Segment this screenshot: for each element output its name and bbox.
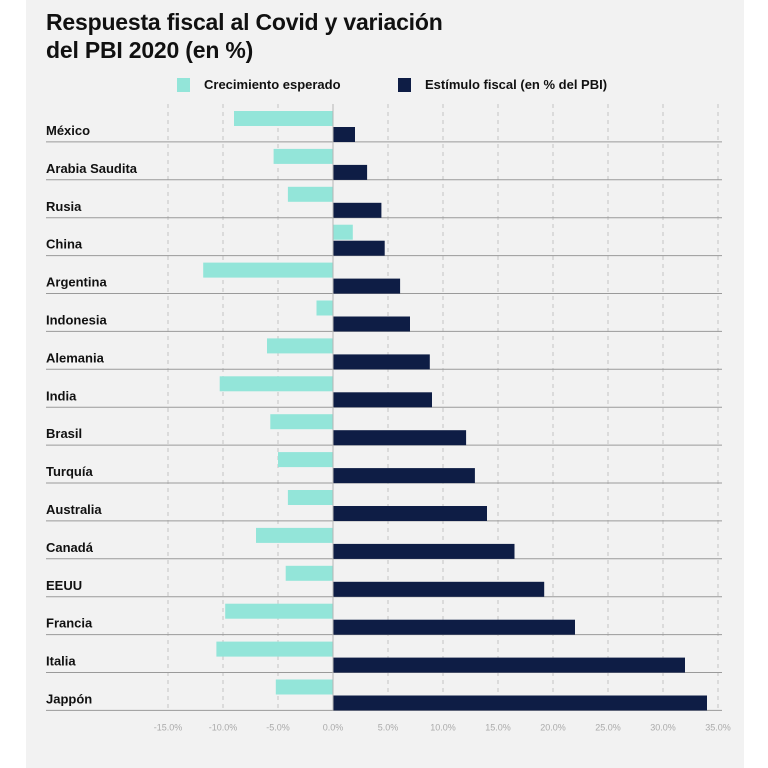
category-label-14: Italia — [46, 654, 76, 669]
bar-estimulo-7 — [333, 392, 432, 408]
category-label-7: India — [46, 388, 77, 403]
bar-estimulo-9 — [333, 468, 475, 484]
bar-crecimiento-1 — [273, 148, 333, 164]
x-tick-label-2: -5.0% — [266, 722, 290, 732]
legend-item-estimulo: Estímulo fiscal (en % del PBI) — [398, 77, 607, 92]
bar-estimulo-8 — [333, 430, 467, 446]
bar-crecimiento-10 — [287, 490, 333, 505]
category-label-6: Alemania — [46, 350, 105, 365]
legend-swatch-estimulo — [398, 77, 411, 92]
category-label-5: Indonesia — [46, 313, 107, 328]
bar-crecimiento-2 — [287, 186, 333, 202]
bar-estimulo-15 — [333, 695, 707, 711]
legend-label-crecimiento: Crecimiento esperado — [204, 77, 341, 92]
bar-estimulo-6 — [333, 354, 430, 370]
bar-crecimiento-5 — [316, 300, 333, 316]
category-label-12: EEUU — [46, 578, 82, 593]
category-label-13: Francia — [46, 616, 93, 631]
x-tick-label-9: 30.0% — [650, 722, 676, 732]
bar-estimulo-14 — [333, 657, 685, 673]
x-tick-label-0: -15.0% — [154, 722, 183, 732]
bar-crecimiento-6 — [267, 338, 333, 354]
bar-crecimiento-11 — [256, 527, 333, 543]
bar-estimulo-3 — [333, 240, 385, 256]
category-label-9: Turquía — [46, 464, 93, 479]
x-tick-label-6: 15.0% — [485, 722, 511, 732]
category-label-15: Jappón — [46, 692, 92, 707]
bar-estimulo-13 — [333, 619, 575, 635]
x-tick-label-10: 35.0% — [705, 722, 731, 732]
chart-background — [26, 0, 744, 768]
bar-crecimiento-9 — [278, 452, 333, 468]
x-tick-label-7: 20.0% — [540, 722, 566, 732]
bar-crecimiento-14 — [216, 641, 333, 657]
category-label-8: Brasil — [46, 426, 82, 441]
legend-label-estimulo: Estímulo fiscal (en % del PBI) — [425, 77, 608, 92]
x-tick-label-3: 0.0% — [323, 722, 344, 732]
bar-crecimiento-12 — [285, 565, 333, 581]
chart-title: Respuesta fiscal al Covid y variación de… — [46, 8, 443, 64]
bar-estimulo-5 — [333, 316, 410, 332]
x-tick-label-8: 25.0% — [595, 722, 621, 732]
bar-crecimiento-4 — [203, 262, 333, 278]
bar-estimulo-0 — [333, 127, 355, 142]
category-label-2: Rusia — [46, 199, 82, 214]
category-label-4: Argentina — [46, 275, 107, 290]
bar-crecimiento-0 — [234, 111, 333, 126]
category-label-1: Arabia Saudita — [46, 161, 138, 176]
x-tick-label-5: 10.0% — [430, 722, 456, 732]
legend-item-crecimiento: Crecimiento esperado — [177, 77, 341, 92]
bar-estimulo-2 — [333, 202, 382, 218]
bar-crecimiento-8 — [270, 414, 333, 430]
chart-title-line-2: del PBI 2020 (en %) — [46, 37, 254, 63]
category-label-10: Australia — [46, 502, 102, 517]
x-tick-label-1: -10.0% — [209, 722, 238, 732]
bar-estimulo-1 — [333, 164, 368, 180]
bar-estimulo-12 — [333, 581, 545, 597]
bar-estimulo-4 — [333, 278, 401, 294]
bar-crecimiento-7 — [219, 376, 333, 392]
category-label-0: México — [46, 123, 90, 138]
bar-crecimiento-3 — [333, 224, 353, 240]
legend-swatch-crecimiento — [177, 77, 190, 92]
x-tick-label-4: 5.0% — [378, 722, 399, 732]
bar-crecimiento-15 — [275, 679, 333, 695]
category-label-3: China — [46, 237, 83, 252]
category-label-11: Canadá — [46, 540, 94, 555]
bar-estimulo-10 — [333, 506, 487, 521]
chart-title-line-1: Respuesta fiscal al Covid y variación — [46, 9, 443, 35]
chart-legend: Crecimiento esperado Estímulo fiscal (en… — [0, 77, 768, 97]
bar-crecimiento-13 — [225, 603, 333, 619]
bar-estimulo-11 — [333, 543, 515, 559]
